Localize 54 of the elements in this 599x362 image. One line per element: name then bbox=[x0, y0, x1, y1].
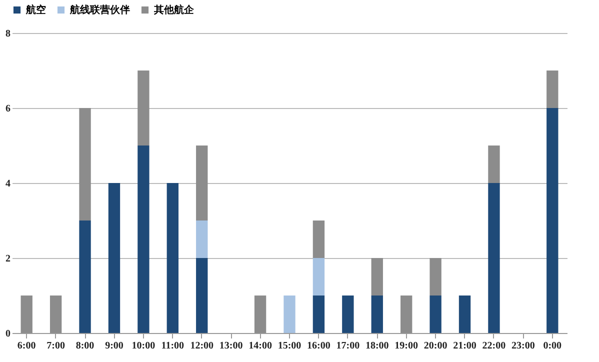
x-tick-label: 21:00 bbox=[453, 340, 476, 352]
bar bbox=[342, 296, 354, 333]
y-tick-label: 6 bbox=[6, 104, 10, 114]
bar bbox=[312, 258, 325, 296]
bar bbox=[196, 220, 208, 258]
x-tick-label: 6:00 bbox=[17, 340, 36, 352]
x-tick-label: 10:00 bbox=[132, 340, 156, 352]
y-tick-label: 2 bbox=[6, 254, 10, 264]
bar bbox=[546, 70, 558, 108]
bar bbox=[371, 258, 383, 296]
bar bbox=[108, 183, 120, 333]
bar bbox=[430, 296, 442, 333]
x-tick-label: 13:00 bbox=[219, 340, 243, 352]
bar bbox=[488, 146, 500, 183]
bar bbox=[79, 220, 91, 333]
x-tick-label: 19:00 bbox=[394, 340, 418, 352]
bar bbox=[50, 296, 62, 333]
x-tick-label: 18:00 bbox=[365, 340, 389, 352]
bar bbox=[138, 146, 150, 333]
bar bbox=[284, 296, 296, 333]
x-tick-label: 7:00 bbox=[46, 340, 65, 352]
bar bbox=[254, 296, 266, 333]
x-tick-label: 0:00 bbox=[543, 340, 562, 352]
x-tick-label: 20:00 bbox=[424, 340, 448, 352]
bar bbox=[371, 296, 383, 333]
bar bbox=[196, 146, 208, 220]
x-tick-label: 22:00 bbox=[482, 340, 506, 352]
x-tick-label: 8:00 bbox=[76, 340, 94, 352]
bar bbox=[430, 258, 442, 296]
x-tick-label: 11:00 bbox=[161, 340, 184, 352]
legend-label: 航空 bbox=[25, 4, 46, 16]
legend-label: 航线联营伙伴 bbox=[69, 4, 130, 16]
bar bbox=[79, 108, 91, 220]
x-tick-label: 17:00 bbox=[336, 340, 360, 352]
x-tick-label: 12:00 bbox=[190, 340, 214, 352]
bar bbox=[546, 108, 558, 333]
x-tick-label: 9:00 bbox=[105, 340, 124, 352]
legend-label: 其他航企 bbox=[153, 4, 195, 16]
y-tick-label: 8 bbox=[6, 28, 10, 40]
x-tick-label: 15:00 bbox=[278, 340, 302, 352]
bar bbox=[400, 296, 412, 333]
bar bbox=[458, 296, 471, 333]
x-tick-label: 14:00 bbox=[248, 340, 272, 352]
y-tick-label: 0 bbox=[6, 328, 10, 340]
x-tick-label: 16:00 bbox=[307, 340, 330, 352]
bar bbox=[166, 183, 178, 333]
bar bbox=[312, 296, 325, 333]
bar bbox=[312, 220, 325, 258]
bar bbox=[20, 296, 32, 333]
y-tick-label: 4 bbox=[6, 178, 10, 190]
bar bbox=[196, 258, 208, 333]
bar bbox=[138, 70, 150, 146]
bar bbox=[488, 183, 500, 333]
x-tick-label: 23:00 bbox=[512, 340, 535, 352]
